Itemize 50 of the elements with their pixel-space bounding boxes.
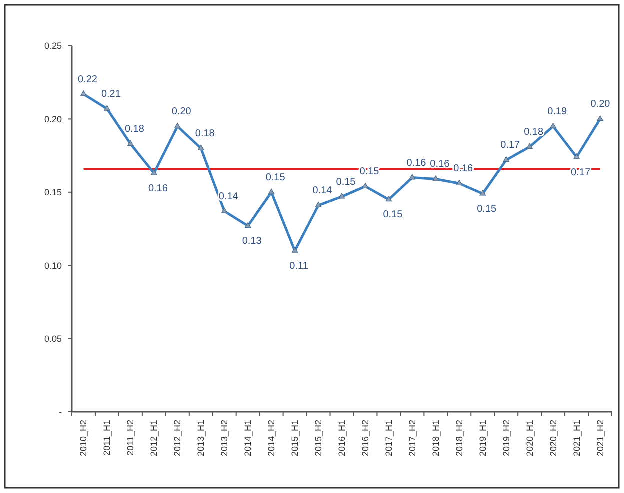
x-tick-label: 2016_H1 (337, 420, 347, 457)
x-tick-label: 2019_H2 (501, 420, 512, 457)
data-label: 0.11 (290, 260, 309, 272)
data-label: 0.15 (383, 210, 404, 221)
x-tick-label: 2016_H2 (360, 420, 370, 457)
data-label: 0.15 (266, 172, 286, 184)
data-label: 0.17 (500, 140, 521, 152)
data-label: 0.16 (148, 183, 168, 194)
y-tick-label: 0.25 (44, 41, 62, 52)
data-label: 0.18 (524, 127, 544, 138)
y-tick-label: 0.15 (44, 188, 62, 198)
y-tick-label: - (59, 407, 62, 418)
data-label: 0.17 (571, 167, 591, 178)
data-label: 0.14 (312, 186, 333, 197)
x-tick-label: 2021_H2 (595, 420, 606, 457)
x-tick-label: 2013_H2 (220, 420, 230, 457)
data-label: 0.18 (195, 128, 216, 140)
x-tick-label: 2014_H2 (266, 420, 277, 457)
x-tick-label: 2017_H2 (407, 420, 418, 457)
data-label: 0.16 (430, 159, 450, 170)
data-label: 0.15 (477, 204, 498, 215)
x-tick-label: 2010_H2 (78, 420, 89, 457)
data-label: 0.19 (548, 106, 568, 118)
data-label: 0.22 (78, 74, 98, 86)
x-tick-label: 2015_H1 (290, 420, 300, 457)
y-tick-label: 0.20 (44, 114, 62, 124)
data-label: 0.16 (406, 158, 427, 169)
x-tick-label: 2019_H1 (478, 420, 488, 457)
x-tick-label: 2020_H1 (524, 420, 535, 457)
data-label: 0.21 (101, 88, 122, 100)
x-tick-label: 2011_H1 (102, 420, 112, 456)
y-tick-label: 0.10 (44, 260, 62, 271)
x-tick-label: 2018_H1 (430, 420, 441, 457)
y-tick-label: 0.05 (44, 334, 62, 344)
x-tick-label: 2012_H2 (172, 420, 183, 457)
x-tick-label: 2017_H1 (384, 420, 394, 457)
data-label: 0.20 (590, 99, 611, 110)
x-tick-label: 2012_H1 (149, 420, 160, 457)
x-tick-label: 2011_H2 (126, 420, 136, 456)
x-tick-label: 2014_H1 (243, 420, 254, 457)
data-label: 0.18 (124, 124, 145, 136)
data-label: 0.15 (336, 176, 356, 188)
x-tick-label: 2018_H2 (454, 420, 464, 457)
x-tick-label: 2021_H1 (572, 420, 582, 457)
x-tick-label: 2020_H2 (548, 420, 558, 457)
x-tick-label: 2015_H2 (314, 420, 324, 457)
x-tick-label: 2013_H1 (196, 420, 206, 457)
data-label: 0.20 (172, 106, 192, 118)
data-label: 0.15 (360, 166, 380, 178)
data-label: 0.13 (242, 236, 262, 248)
